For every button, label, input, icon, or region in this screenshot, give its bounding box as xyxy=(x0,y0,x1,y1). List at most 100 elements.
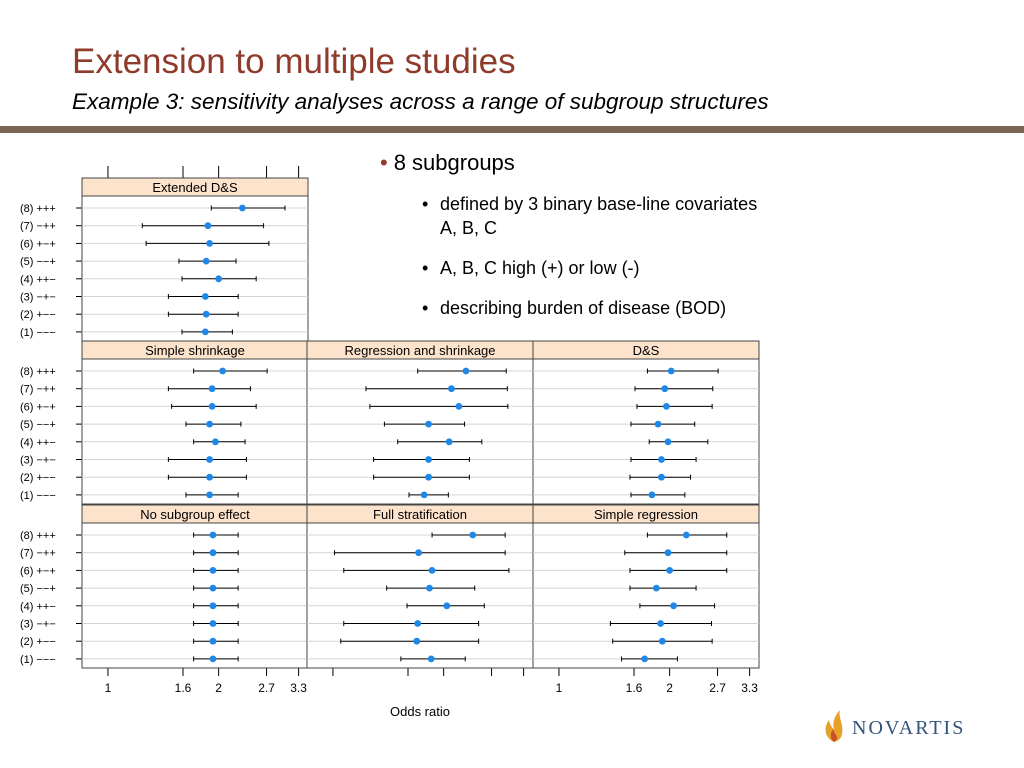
sub-bullet-3-text: describing burden of disease (BOD) xyxy=(440,298,727,318)
x-tick-label: 3.3 xyxy=(741,681,758,695)
estimate-point xyxy=(648,491,656,499)
row-label: (2) +−− xyxy=(20,472,56,484)
row-label: (2) +−− xyxy=(20,309,56,321)
estimate-point xyxy=(426,584,433,592)
estimate-point xyxy=(208,403,216,410)
estimate-point xyxy=(428,567,436,574)
estimate-point xyxy=(469,531,477,539)
panel-title: No subgroup effect xyxy=(140,507,250,522)
slide-title: Extension to multiple studies xyxy=(72,42,516,81)
sub-bullet-1: • defined by 3 binary base-line covariat… xyxy=(380,192,900,240)
x-tick-label: 1 xyxy=(105,681,112,695)
x-axis-label: Odds ratio xyxy=(390,704,450,719)
row-label: (5) −−+ xyxy=(20,256,56,268)
estimate-point xyxy=(219,367,226,375)
estimate-point xyxy=(206,473,214,481)
panel-strip xyxy=(532,340,760,360)
estimate-point xyxy=(425,420,432,428)
row-label: (3) −+− xyxy=(20,619,56,631)
sub-bullet-1-line-1: defined by 3 binary base-line covariates xyxy=(440,194,758,214)
estimate-point xyxy=(425,473,432,481)
x-tick-label: 2.7 xyxy=(258,681,275,695)
novartis-flame-icon xyxy=(825,710,843,742)
row-label: (4) ++− xyxy=(20,274,56,286)
estimate-point xyxy=(663,403,670,410)
panel-title: Regression and shrinkage xyxy=(344,343,495,358)
bullet-main-text: 8 subgroups xyxy=(393,150,515,175)
novartis-logo-text: NOVARTIS xyxy=(852,717,966,739)
row-label: (7) −++ xyxy=(20,384,56,396)
estimate-point xyxy=(238,204,246,212)
estimate-point xyxy=(206,491,214,499)
estimate-point xyxy=(427,655,435,663)
row-label: (3) −+− xyxy=(20,455,56,467)
estimate-point xyxy=(682,531,690,539)
row-label: (4) ++− xyxy=(20,601,56,613)
bullet-dot-icon: • xyxy=(380,150,388,175)
estimate-point xyxy=(206,240,214,247)
estimate-point xyxy=(206,420,214,428)
estimate-point xyxy=(413,637,421,645)
row-label: (1) −−− xyxy=(20,327,56,339)
estimate-point xyxy=(661,385,669,393)
estimate-point xyxy=(202,257,210,265)
bullet-main: • 8 subgroups xyxy=(380,150,900,176)
row-label: (8) +++ xyxy=(20,530,56,542)
x-tick-label: 1.6 xyxy=(626,681,643,695)
sub-bullet-2: • A, B, C high (+) or low (-) xyxy=(380,256,900,280)
row-label: (8) +++ xyxy=(20,203,56,215)
estimate-point xyxy=(443,602,451,610)
estimate-point xyxy=(208,385,216,393)
x-tick-label: 2 xyxy=(666,681,673,695)
estimate-point xyxy=(215,275,223,283)
estimate-point xyxy=(657,620,665,627)
estimate-point xyxy=(206,456,214,463)
estimate-point xyxy=(666,567,674,574)
estimate-point xyxy=(201,328,209,336)
estimate-point xyxy=(209,637,217,645)
estimate-point xyxy=(448,385,455,393)
estimate-point xyxy=(658,637,666,645)
estimate-point xyxy=(202,310,210,318)
estimate-point xyxy=(204,222,212,230)
row-label: (7) −++ xyxy=(20,548,56,560)
title-divider xyxy=(0,126,1024,133)
panel-frame xyxy=(532,504,760,669)
panel-frame xyxy=(306,340,534,505)
estimate-point xyxy=(209,567,217,574)
row-label: (1) −−− xyxy=(20,490,56,502)
row-label: (7) −++ xyxy=(20,221,56,233)
estimate-point xyxy=(420,491,428,499)
estimate-point xyxy=(652,584,660,592)
x-tick-label: 2 xyxy=(215,681,222,695)
estimate-point xyxy=(455,403,463,410)
row-label: (6) +−+ xyxy=(20,238,56,250)
panel-strip xyxy=(532,504,760,524)
x-tick-label: 1.6 xyxy=(175,681,192,695)
estimate-point xyxy=(425,456,432,463)
estimate-point xyxy=(209,531,217,539)
estimate-point xyxy=(209,602,217,610)
row-label: (4) ++− xyxy=(20,437,56,449)
panel-title: Full stratification xyxy=(373,507,467,522)
sub-bullet-dot-icon: • xyxy=(422,298,429,318)
x-tick-label: 3.3 xyxy=(290,681,307,695)
sub-bullet-dot-icon: • xyxy=(422,194,429,214)
estimate-point xyxy=(664,549,672,557)
estimate-point xyxy=(209,655,217,663)
panel-title: D&S xyxy=(633,343,660,358)
row-label: (6) +−+ xyxy=(20,401,56,413)
estimate-point xyxy=(209,620,217,627)
sub-bullet-3: • describing burden of disease (BOD) xyxy=(380,296,900,320)
estimate-point xyxy=(209,549,217,557)
estimate-point xyxy=(415,549,423,557)
panel-title: Simple regression xyxy=(594,507,698,522)
slide-subtitle: Example 3: sensitivity analyses across a… xyxy=(72,89,769,114)
estimate-point xyxy=(462,367,470,375)
estimate-point xyxy=(654,420,662,428)
panel-frame xyxy=(81,340,309,505)
row-label: (3) −+− xyxy=(20,292,56,304)
panel-title: Simple shrinkage xyxy=(145,343,245,358)
sub-bullet-1-line-2: A, B, C xyxy=(440,218,498,238)
estimate-point xyxy=(445,438,453,446)
